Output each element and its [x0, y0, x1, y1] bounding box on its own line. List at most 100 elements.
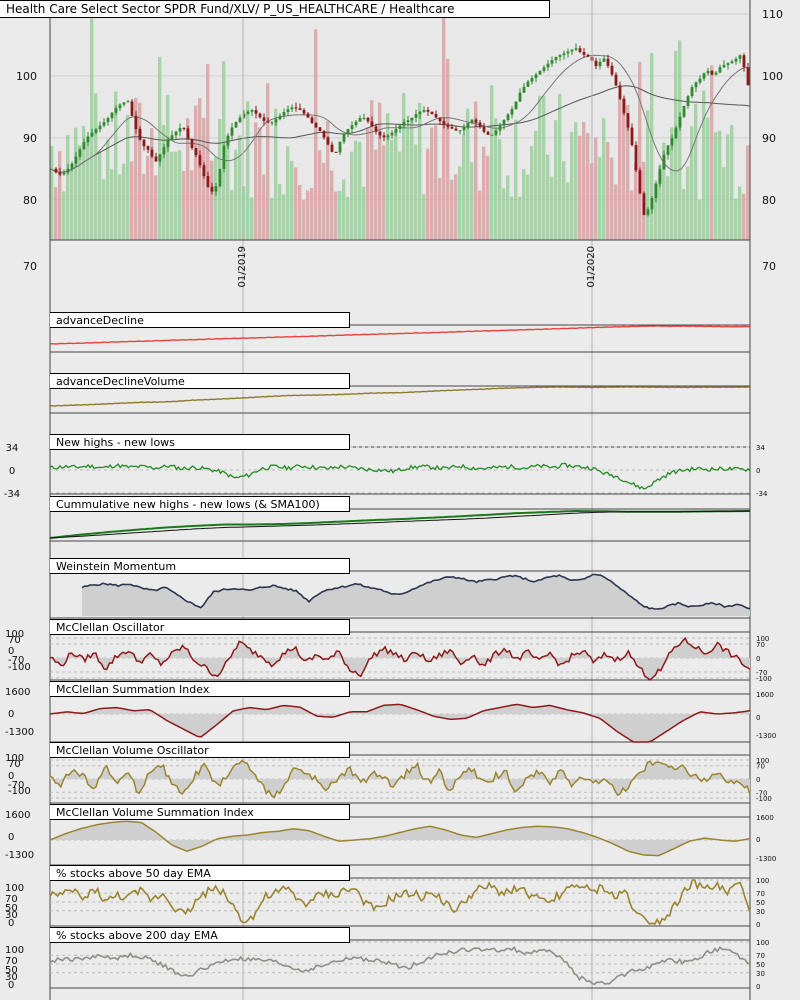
price-candle	[330, 144, 334, 152]
ema50-y-tick-left: 30	[5, 910, 18, 921]
ema200-line	[49, 946, 751, 986]
volume-bar	[314, 29, 318, 240]
volume-bar	[294, 167, 298, 240]
price-candle	[218, 169, 222, 187]
volume-bar	[598, 157, 602, 240]
price-candle	[634, 145, 638, 171]
price-candle	[458, 130, 462, 132]
mco-y-tick-left: -70	[8, 655, 24, 666]
volume-bar	[322, 162, 326, 240]
volume-bar	[134, 98, 138, 240]
volume-bar	[170, 151, 174, 240]
volume-bar	[262, 174, 266, 240]
price-candle	[746, 67, 750, 86]
nhnl-y-tick-left: -34	[4, 489, 20, 500]
volume-bar	[610, 157, 614, 240]
volume-bar	[230, 190, 234, 240]
price-candle	[354, 121, 358, 126]
volume-bar	[702, 90, 706, 240]
ema50-y-tick-right: 0	[756, 921, 760, 929]
volume-bar	[414, 144, 418, 240]
volume-bar	[482, 146, 486, 240]
mcclellan-oscillator-line	[49, 636, 751, 681]
price-candle	[370, 121, 374, 127]
volume-bar	[350, 151, 354, 240]
price-candle	[642, 193, 646, 215]
volume-bar	[270, 197, 274, 240]
price-candle	[438, 117, 442, 122]
price-y-tick-right: 100	[762, 70, 783, 83]
mcs-y-tick-left: 1600	[5, 687, 30, 698]
mcvs-y-tick-right: 0	[756, 836, 760, 844]
price-candle	[402, 122, 406, 126]
volume-bar	[250, 197, 254, 240]
volume-bar	[422, 194, 426, 240]
price-candle	[378, 131, 382, 136]
volume-bar	[714, 132, 718, 240]
volume-bar	[358, 141, 362, 240]
volume-bar	[706, 117, 710, 240]
mco-y-tick-right: 100	[756, 635, 769, 643]
volume-bar	[70, 168, 74, 240]
volume-bar	[54, 187, 58, 240]
price-candle	[678, 116, 682, 128]
price-candle	[90, 132, 94, 137]
price-candle	[526, 81, 530, 87]
mcs-y-tick-right: 1600	[756, 691, 774, 699]
volume-bar	[718, 130, 722, 240]
mcvo-y-tick-left: -70	[8, 780, 24, 791]
price-candle	[730, 61, 734, 64]
volume-bar	[458, 166, 462, 240]
price-candle	[58, 172, 62, 175]
price-candle	[246, 111, 250, 114]
price-candle	[102, 122, 106, 126]
volume-bar	[258, 127, 262, 240]
volume-bar	[346, 196, 350, 240]
mcclellan-volume-oscillator-area	[50, 760, 750, 798]
price-candle	[326, 137, 330, 145]
weinstein-line	[81, 573, 751, 610]
volume-bar	[138, 102, 142, 241]
volume-bar	[378, 102, 382, 241]
volume-bar	[650, 52, 654, 240]
ema200-y-tick-left: 70	[5, 956, 18, 967]
volume-bar	[538, 95, 542, 240]
ema50-y-tick-right: 50	[756, 899, 765, 907]
price-candle	[654, 183, 658, 199]
volume-bar	[226, 135, 230, 240]
volume-bar	[470, 162, 474, 240]
price-candle	[186, 128, 190, 140]
volume-bar	[118, 174, 122, 240]
price-candle	[270, 122, 274, 124]
volume-bar	[330, 170, 334, 240]
nhnl-y-tick-right: -34	[756, 490, 768, 498]
price-candle	[366, 117, 370, 122]
cumulative-nhnl-line	[49, 510, 750, 539]
price-x-tick: 01/2020	[586, 246, 597, 288]
price-candle	[282, 112, 286, 116]
price-candle	[442, 121, 446, 125]
price-candle	[626, 113, 630, 128]
price-candle	[498, 125, 502, 131]
price-candle	[562, 53, 566, 56]
mcvs-y-tick-left: 1600	[5, 810, 30, 821]
volume-bar	[302, 199, 306, 240]
price-candle	[506, 114, 510, 120]
price-candle	[234, 122, 238, 128]
price-candle	[706, 70, 710, 74]
volume-bar	[366, 127, 370, 240]
price-candle	[110, 112, 114, 119]
volume-bar	[214, 156, 218, 240]
mcvo-y-tick-right: 0	[756, 776, 760, 784]
price-candle	[522, 86, 526, 93]
price-candle	[334, 151, 338, 153]
price-candle	[422, 110, 426, 112]
volume-bar	[146, 155, 150, 240]
volume-bar	[426, 148, 430, 240]
mcclellan-volume-summation-line	[49, 820, 751, 857]
price-candle	[138, 128, 142, 140]
volume-bar	[674, 51, 678, 240]
panel-title-ema200: % stocks above 200 day EMA	[50, 927, 350, 943]
ema200-y-tick-left: 50	[5, 965, 18, 976]
volume-bar	[382, 145, 386, 240]
